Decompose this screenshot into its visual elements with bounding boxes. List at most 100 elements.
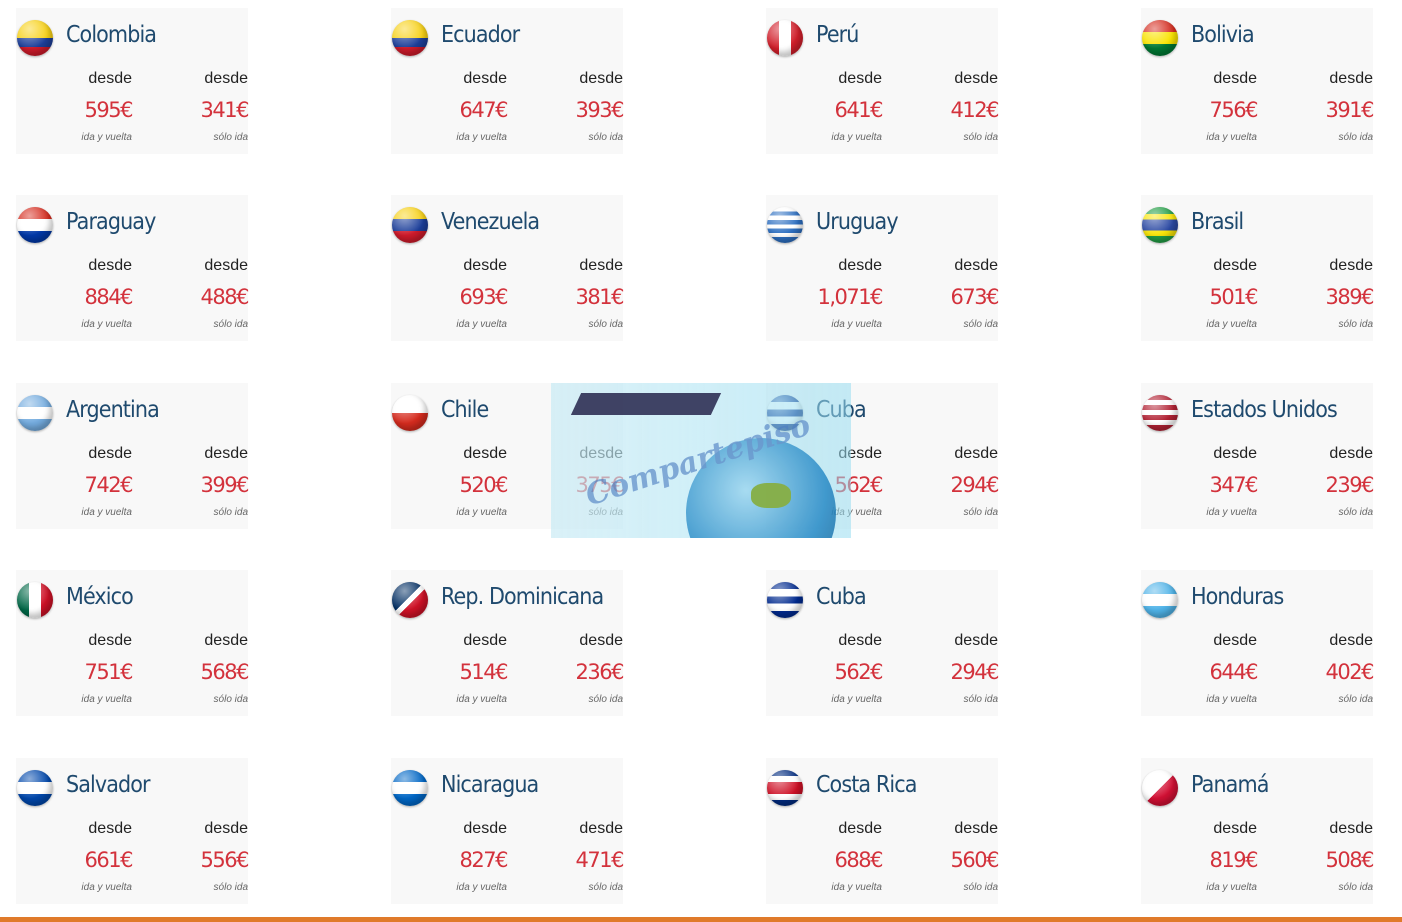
desde-label: desde (1213, 445, 1257, 462)
destination-card[interactable]: Paraguay desde 884€ ida y vuelta desde 4… (16, 195, 250, 341)
one-way-price-block[interactable]: desde 294€ sólo ida (888, 632, 1000, 705)
round-trip-price: 347€ (1209, 473, 1259, 497)
round-trip-label: ida y vuelta (81, 882, 132, 893)
one-way-price-block[interactable]: desde 239€ sólo ida (1263, 445, 1375, 518)
destination-card[interactable]: Salvador desde 661€ ida y vuelta desde 5… (16, 758, 250, 904)
destination-name[interactable]: Uruguay (816, 209, 899, 235)
destination-name[interactable]: Panamá (1191, 772, 1269, 798)
destination-name[interactable]: Nicaragua (441, 772, 539, 798)
desde-label: desde (579, 632, 623, 649)
round-trip-price-block[interactable]: desde 1,071€ ida y vuelta (772, 257, 884, 330)
destination-name[interactable]: Cuba (816, 584, 867, 610)
one-way-label: sólo ida (1338, 882, 1373, 893)
round-trip-price-block[interactable]: desde 595€ ida y vuelta (22, 70, 133, 143)
desde-label: desde (838, 257, 882, 274)
destination-card[interactable]: Estados Unidos desde 347€ ida y vuelta d… (1141, 383, 1375, 529)
destination-card[interactable]: México desde 751€ ida y vuelta desde 568… (16, 570, 250, 716)
one-way-price: 560€ (950, 848, 1000, 872)
round-trip-price-block[interactable]: desde 661€ ida y vuelta (22, 820, 133, 893)
one-way-price-block[interactable]: desde 556€ sólo ida (138, 820, 250, 893)
one-way-price-block[interactable]: desde 402€ sólo ida (1263, 632, 1375, 705)
one-way-price: 412€ (950, 98, 1000, 122)
round-trip-price-block[interactable]: desde 751€ ida y vuelta (22, 632, 133, 705)
round-trip-price-block[interactable]: desde 514€ ida y vuelta (397, 632, 508, 705)
destination-name[interactable]: Paraguay (66, 209, 156, 235)
one-way-price: 556€ (200, 848, 250, 872)
one-way-price: 673€ (950, 285, 1000, 309)
round-trip-price-block[interactable]: desde 756€ ida y vuelta (1147, 70, 1258, 143)
destination-card[interactable]: Costa Rica desde 688€ ida y vuelta desde… (766, 758, 1000, 904)
round-trip-price-block[interactable]: desde 819€ ida y vuelta (1147, 820, 1258, 893)
round-trip-price-block[interactable]: desde 501€ ida y vuelta (1147, 257, 1258, 330)
destination-name[interactable]: Chile (441, 397, 489, 423)
destination-card[interactable]: Rep. Dominicana desde 514€ ida y vuelta … (391, 570, 625, 716)
destination-card[interactable]: Argentina desde 742€ ida y vuelta desde … (16, 383, 250, 529)
round-trip-price-block[interactable]: desde 562€ ida y vuelta (772, 632, 883, 705)
destination-name[interactable]: Rep. Dominicana (441, 584, 604, 610)
destination-card[interactable]: Chile desde 520€ ida y vuelta desde 375€… (391, 383, 625, 529)
round-trip-price-block[interactable]: desde 884€ ida y vuelta (22, 257, 133, 330)
destination-card[interactable]: Cuba desde 562€ ida y vuelta desde 294€ … (766, 570, 1000, 716)
one-way-price-block[interactable]: desde 391€ sólo ida (1263, 70, 1375, 143)
one-way-price-block[interactable]: desde 381€ sólo ida (513, 257, 625, 330)
destination-name[interactable]: Bolivia (1191, 22, 1255, 48)
destination-card[interactable]: Uruguay desde 1,071€ ida y vuelta desde … (766, 195, 1000, 341)
round-trip-price-block[interactable]: desde 693€ ida y vuelta (397, 257, 508, 330)
destination-card[interactable]: Perú desde 641€ ida y vuelta desde 412€ … (766, 8, 1000, 154)
round-trip-price-block[interactable]: desde 520€ ida y vuelta (397, 445, 508, 518)
destination-name[interactable]: Perú (816, 22, 859, 48)
one-way-price-block[interactable]: desde 471€ sólo ida (513, 820, 625, 893)
destination-name[interactable]: Venezuela (441, 209, 540, 235)
desde-label: desde (838, 70, 882, 87)
destination-name[interactable]: Colombia (66, 22, 157, 48)
round-trip-price-block[interactable]: desde 647€ ida y vuelta (397, 70, 508, 143)
destination-card[interactable]: Colombia desde 595€ ida y vuelta desde 3… (16, 8, 250, 154)
destination-card[interactable]: Nicaragua desde 827€ ida y vuelta desde … (391, 758, 625, 904)
destination-card[interactable]: Ecuador desde 647€ ida y vuelta desde 39… (391, 8, 625, 154)
round-trip-label: ida y vuelta (831, 507, 882, 518)
destination-card[interactable]: Brasil desde 501€ ida y vuelta desde 389… (1141, 195, 1375, 341)
destination-name[interactable]: Honduras (1191, 584, 1284, 610)
round-trip-price-block[interactable]: desde 688€ ida y vuelta (772, 820, 884, 893)
destination-card[interactable]: Panamá desde 819€ ida y vuelta desde 508… (1141, 758, 1375, 904)
destination-name[interactable]: Ecuador (441, 22, 520, 48)
round-trip-label: ida y vuelta (831, 132, 882, 143)
one-way-price: 341€ (200, 98, 250, 122)
cuba-flag-icon (767, 582, 803, 618)
one-way-price-block[interactable]: desde 399€ sólo ida (138, 445, 250, 518)
one-way-label: sólo ida (1338, 132, 1373, 143)
destination-card[interactable]: Venezuela desde 693€ ida y vuelta desde … (391, 195, 625, 341)
one-way-price-block[interactable]: desde 341€ sólo ida (138, 70, 250, 143)
one-way-price-block[interactable]: desde 294€ sólo ida (888, 445, 1000, 518)
round-trip-price-block[interactable]: desde 827€ ida y vuelta (397, 820, 508, 893)
one-way-label: sólo ida (963, 132, 998, 143)
nicaragua-flag-icon (392, 770, 428, 806)
round-trip-price-block[interactable]: desde 347€ ida y vuelta (1147, 445, 1259, 518)
one-way-price-block[interactable]: desde 488€ sólo ida (138, 257, 250, 330)
one-way-price-block[interactable]: desde 393€ sólo ida (513, 70, 625, 143)
round-trip-price-block[interactable]: desde 644€ ida y vuelta (1147, 632, 1258, 705)
destination-name[interactable]: Brasil (1191, 209, 1244, 235)
one-way-price-block[interactable]: desde 560€ sólo ida (888, 820, 1000, 893)
round-trip-price-block[interactable]: desde 742€ ida y vuelta (22, 445, 133, 518)
destination-card[interactable]: Honduras desde 644€ ida y vuelta desde 4… (1141, 570, 1375, 716)
one-way-price-block[interactable]: desde 508€ sólo ida (1263, 820, 1375, 893)
round-trip-price: 688€ (834, 848, 884, 872)
one-way-price-block[interactable]: desde 389€ sólo ida (1263, 257, 1375, 330)
round-trip-label: ida y vuelta (81, 694, 132, 705)
desde-label: desde (579, 820, 623, 837)
destination-name[interactable]: Argentina (66, 397, 160, 423)
one-way-price-block[interactable]: desde 568€ sólo ida (138, 632, 250, 705)
destination-name[interactable]: Costa Rica (816, 772, 917, 798)
round-trip-price-block[interactable]: desde 641€ ida y vuelta (772, 70, 883, 143)
destination-card[interactable]: Bolivia desde 756€ ida y vuelta desde 39… (1141, 8, 1375, 154)
one-way-price-block[interactable]: desde 236€ sólo ida (513, 632, 625, 705)
desde-label: desde (579, 70, 623, 87)
one-way-price: 471€ (575, 848, 625, 872)
desde-label: desde (838, 820, 882, 837)
destination-name[interactable]: México (66, 584, 134, 610)
one-way-price-block[interactable]: desde 673€ sólo ida (888, 257, 1000, 330)
destination-name[interactable]: Salvador (66, 772, 151, 798)
destination-name[interactable]: Estados Unidos (1191, 397, 1338, 423)
one-way-price-block[interactable]: desde 412€ sólo ida (888, 70, 1000, 143)
